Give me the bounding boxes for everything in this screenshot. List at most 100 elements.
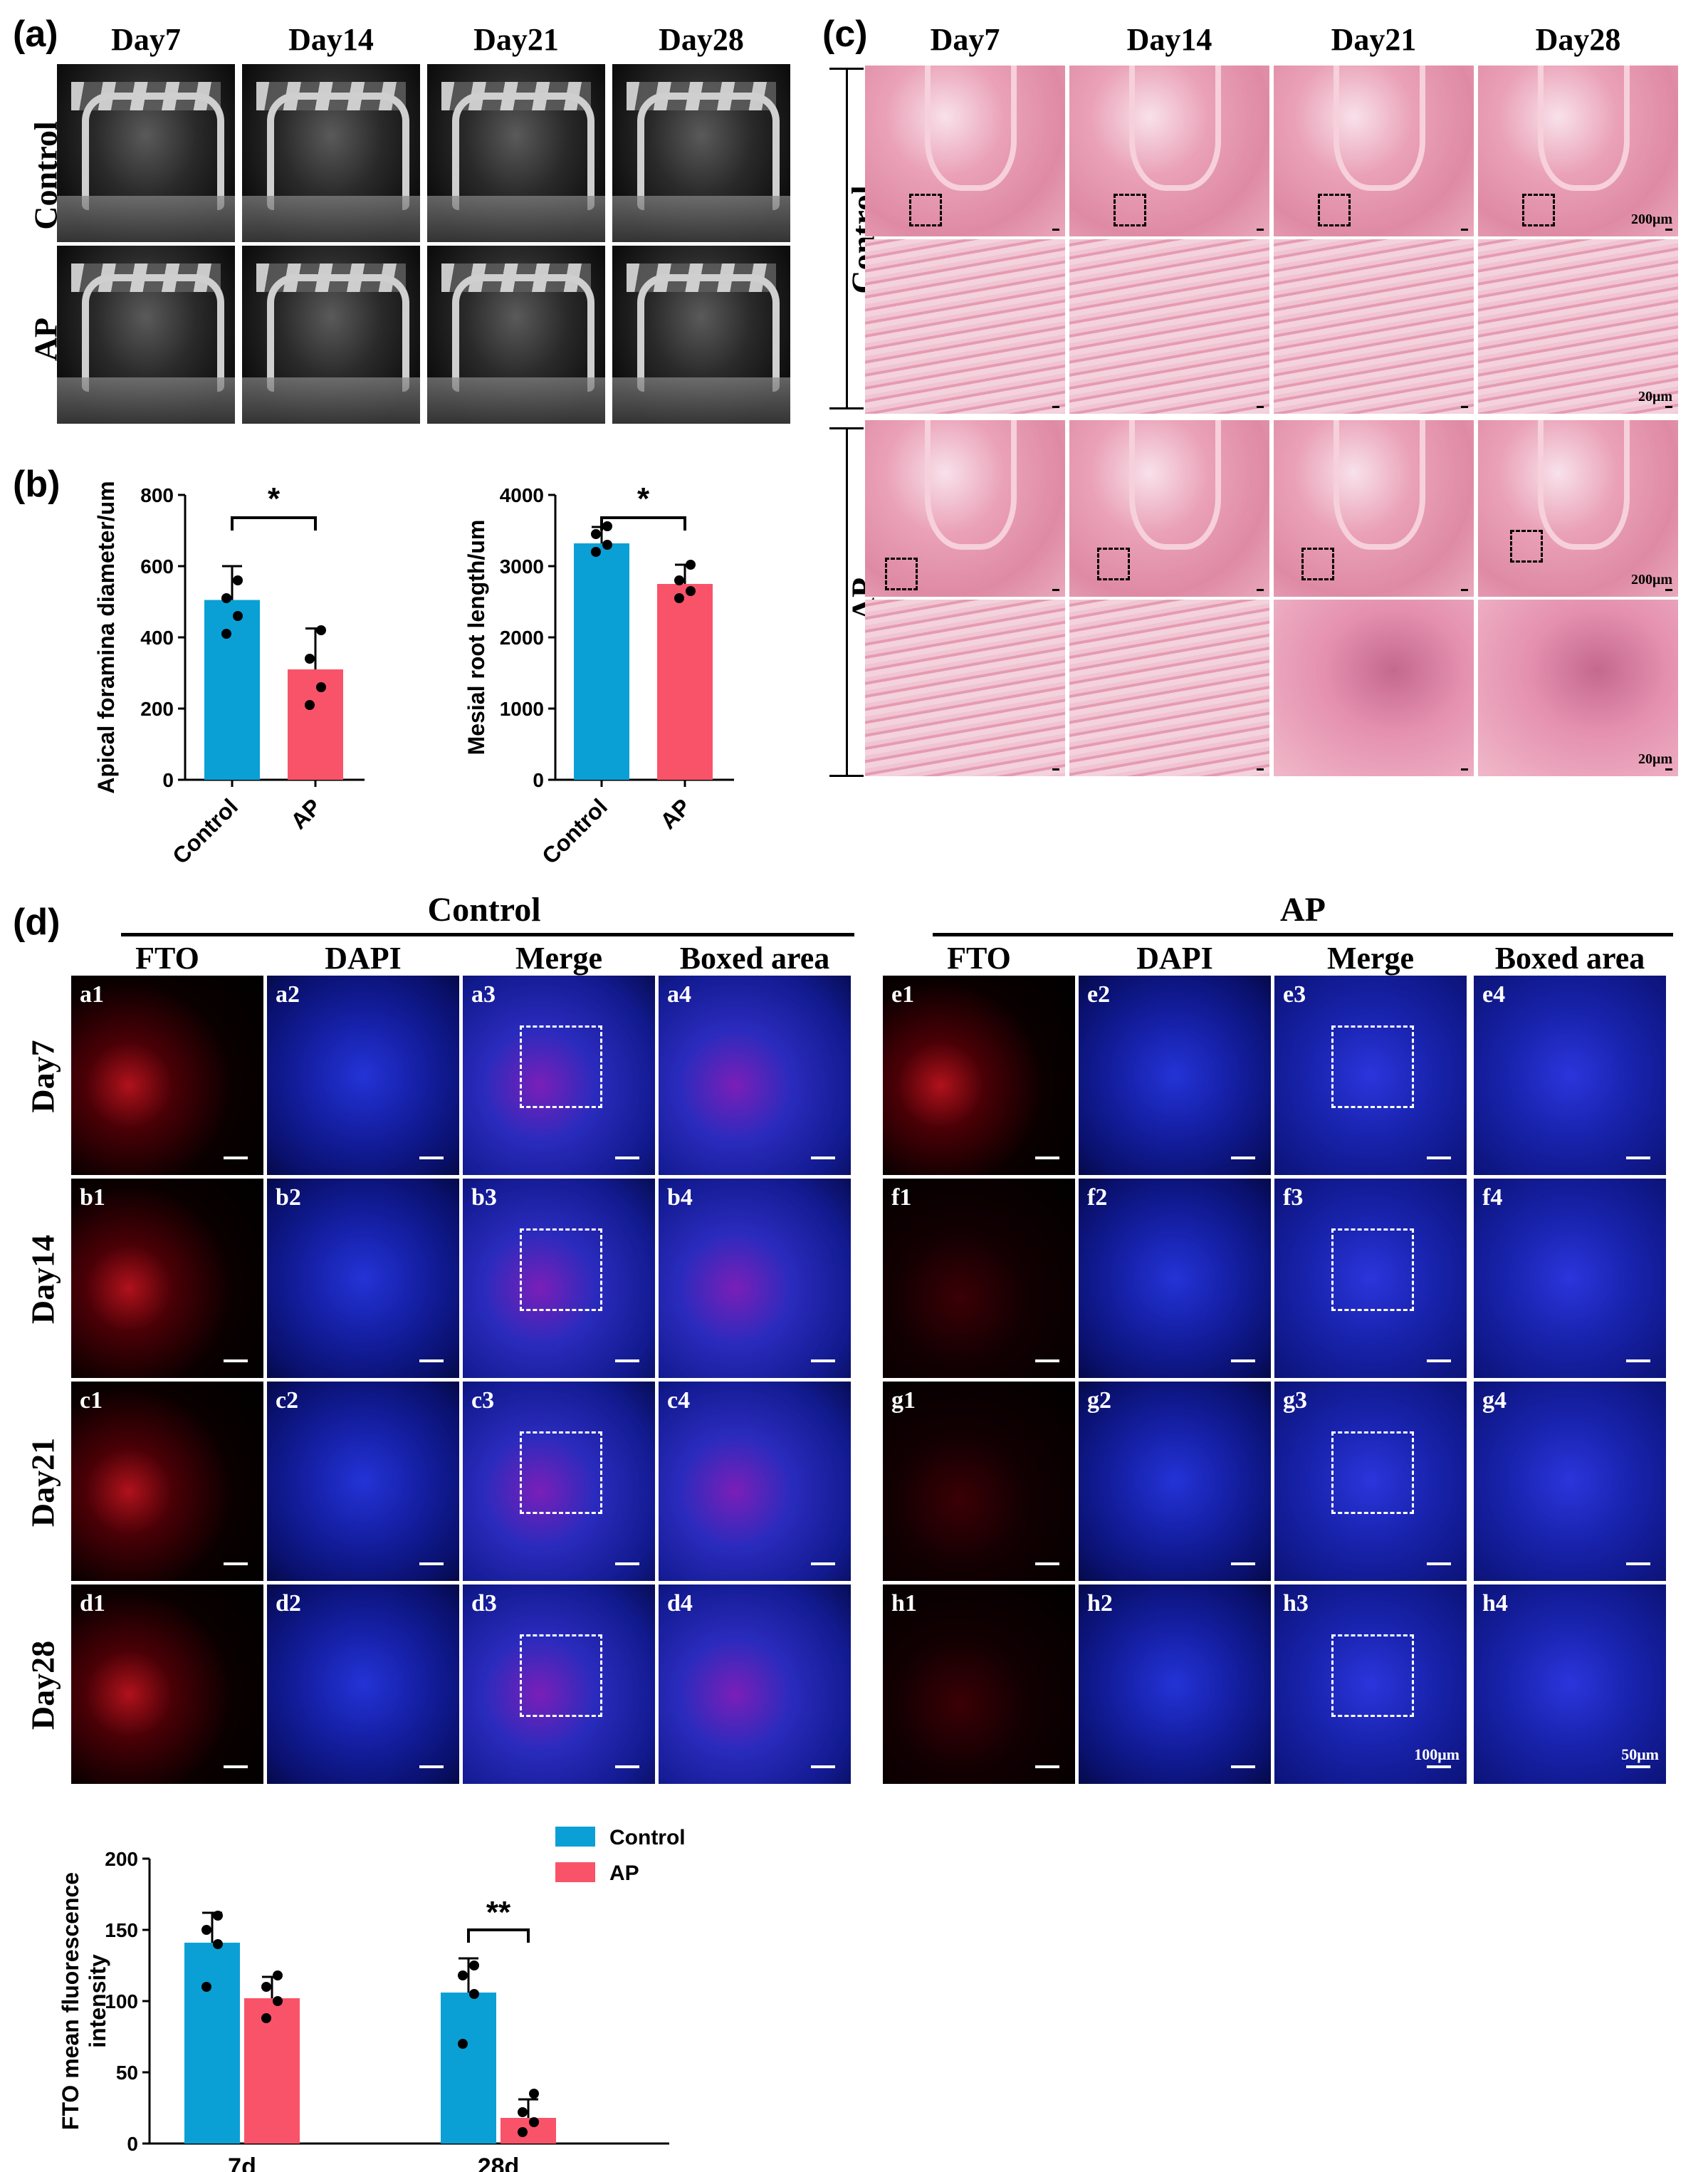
- if-scale-bar: [1231, 1157, 1255, 1159]
- data-point: [233, 611, 243, 621]
- y-axis-title: Apical foramina diameter/um: [93, 481, 119, 793]
- if-group-line-ap: [933, 933, 1673, 936]
- y-axis-title: FTO mean fluorescence: [58, 1872, 83, 2130]
- he-control-zoom-tile: [865, 239, 1065, 414]
- ct-bone: [242, 377, 420, 424]
- if-col-header-ap: FTO: [947, 941, 1011, 976]
- he-control-zoom-tile: [1069, 239, 1269, 414]
- if-boxed-region: [520, 1634, 602, 1717]
- y-tick-label: 3000: [500, 555, 544, 578]
- if-group-title-control: Control: [427, 891, 541, 929]
- y-tick-label: 1000: [500, 698, 544, 720]
- he-control-overview-tile: [865, 66, 1065, 236]
- if-tile-label: b4: [667, 1184, 693, 1211]
- if-scale-bar: [1427, 1359, 1451, 1362]
- y-tick-label: 200: [105, 1848, 138, 1870]
- if-scale-bar: [224, 1359, 248, 1362]
- if-ap-tile: e3: [1274, 976, 1467, 1175]
- significance-marker: *: [268, 481, 281, 516]
- x-tick-label: Control: [167, 793, 243, 869]
- he-control-overview-tile: 200μm: [1478, 66, 1678, 236]
- if-boxed-region: [1331, 1634, 1414, 1717]
- x-tick-label: AP: [285, 793, 326, 834]
- if-row-label: Day7: [24, 1040, 61, 1113]
- data-point: [674, 593, 684, 603]
- data-point: [518, 2127, 528, 2137]
- if-row-label: Day28: [24, 1640, 61, 1730]
- if-tile-label: a2: [276, 981, 300, 1008]
- if-col-header-control: Boxed area: [679, 941, 830, 976]
- x-tick-label: 28d: [478, 2153, 520, 2172]
- if-scale-bar: [419, 1765, 444, 1768]
- if-tile-label: f3: [1283, 1184, 1304, 1211]
- x-tick-label: 7d: [228, 2153, 256, 2172]
- ct-tooth: [82, 274, 224, 392]
- bar: [657, 584, 713, 780]
- data-point: [591, 547, 601, 557]
- data-point: [273, 1970, 283, 1980]
- if-scale-label: 100μm: [1414, 1745, 1460, 1763]
- if-boxed-region: [1331, 1025, 1414, 1108]
- if-control-tile: d3: [463, 1584, 655, 1784]
- if-scale-bar: [1231, 1359, 1255, 1362]
- y-tick-label: 0: [533, 769, 544, 791]
- he-root: [1538, 66, 1630, 191]
- he-scale-label: 200μm: [1631, 572, 1672, 588]
- if-tile-label: f2: [1087, 1184, 1108, 1211]
- if-tile-label: g1: [891, 1387, 916, 1414]
- if-ap-tile: h3 100μm: [1274, 1584, 1467, 1784]
- x-tick-label: AP: [655, 793, 696, 834]
- if-tile-label: d1: [80, 1590, 105, 1617]
- data-point: [469, 1960, 479, 1970]
- if-scale-bar: [1626, 1157, 1650, 1159]
- he-scale-bar: [1257, 406, 1264, 408]
- if-ap-tile: e1: [883, 976, 1075, 1175]
- data-point: [591, 529, 601, 539]
- legend-label: AP: [609, 1862, 639, 1885]
- if-scale-bar: [224, 1765, 248, 1768]
- he-scale-bar: [1257, 768, 1264, 771]
- if-scale-bar: [1035, 1765, 1059, 1768]
- he-root: [925, 66, 1017, 191]
- if-scale-bar: [1035, 1562, 1059, 1565]
- data-point: [686, 560, 696, 570]
- he-bracket-ap-tick-top: [829, 427, 864, 429]
- y-tick-label: 4000: [500, 484, 544, 506]
- if-tile-label: h4: [1482, 1590, 1508, 1617]
- y-tick-label: 800: [140, 484, 174, 506]
- if-ap-tile: h4 50μm: [1474, 1584, 1666, 1784]
- if-tile-label: c3: [471, 1387, 495, 1414]
- x-tick-label: Control: [537, 793, 612, 869]
- ct-bone: [57, 196, 235, 242]
- data-point: [529, 2089, 539, 2099]
- if-control-tile: c4: [659, 1382, 851, 1581]
- data-point: [305, 700, 315, 710]
- he-root: [1334, 420, 1425, 550]
- he-scale-bar: [1257, 589, 1264, 591]
- if-control-tile: b4: [659, 1179, 851, 1378]
- data-point: [233, 575, 243, 585]
- y-tick-label: 0: [127, 2133, 138, 2155]
- he-bracket-control-tick-top: [829, 68, 864, 70]
- if-boxed-region: [520, 1228, 602, 1311]
- if-col-header-ap: Boxed area: [1494, 941, 1645, 976]
- he-ap-zoom-tile: [1069, 600, 1269, 776]
- panel-c-label: (c): [822, 14, 868, 55]
- if-group-line-control: [121, 933, 854, 936]
- if-control-tile: a2: [267, 976, 459, 1175]
- he-scale-bar: [1257, 229, 1264, 231]
- if-ap-tile: g1: [883, 1382, 1075, 1581]
- bar: [501, 2118, 556, 2144]
- ct-ap-tile: [427, 246, 605, 424]
- ct-tooth: [452, 93, 594, 210]
- if-tile-label: e2: [1087, 981, 1111, 1008]
- ct-control-tile: [57, 64, 235, 242]
- he-scale-bar: [1052, 589, 1059, 591]
- if-scale-bar: [811, 1562, 835, 1565]
- apical-foramina-chart: 0 200 400 600 800 Control AP * Apical foramina d…: [93, 481, 365, 869]
- he-ap-overview-tile: [1274, 420, 1474, 597]
- if-tile-label: a4: [667, 981, 691, 1008]
- if-scale-bar: [1231, 1765, 1255, 1768]
- he-boxed-region: [1113, 194, 1146, 226]
- if-ap-tile: f4: [1474, 1179, 1666, 1378]
